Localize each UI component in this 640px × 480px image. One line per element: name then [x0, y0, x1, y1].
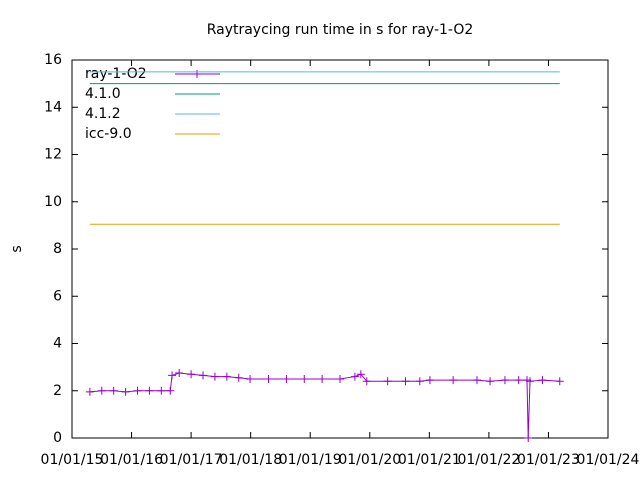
chart-title: Raytraycing run time in s for ray-1-O2: [207, 22, 474, 38]
legend-label: icc-9.0: [85, 126, 132, 142]
point-marker: [145, 386, 154, 395]
y-tick-label: 8: [53, 241, 62, 257]
point-marker: [300, 374, 309, 383]
point-marker: [187, 370, 196, 379]
point-marker: [168, 371, 177, 380]
x-tick-label: 01/01/23: [517, 452, 580, 468]
point-marker: [472, 376, 481, 385]
point-marker: [234, 373, 243, 382]
point-marker: [133, 386, 142, 395]
point-marker: [500, 376, 509, 385]
point-marker: [246, 374, 255, 383]
point-marker: [175, 369, 184, 378]
point-marker: [157, 386, 166, 395]
point-marker: [85, 387, 94, 396]
x-tick-label: 01/01/20: [338, 452, 401, 468]
point-marker: [524, 434, 533, 442]
x-tick-label: 01/01/18: [219, 452, 282, 468]
x-tick-label: 01/01/22: [457, 452, 520, 468]
point-marker: [514, 376, 523, 385]
point-marker: [362, 377, 371, 386]
y-tick-label: 0: [53, 430, 62, 446]
x-tick-label: 01/01/24: [577, 452, 640, 468]
point-marker: [222, 372, 231, 381]
legend-label: 4.1.0: [85, 86, 121, 102]
point-marker: [486, 377, 495, 386]
x-tick-label: 01/01/17: [160, 452, 223, 468]
series-line: [89, 372, 560, 439]
y-tick-label: 4: [53, 336, 62, 352]
point-marker: [109, 386, 118, 395]
legend-marker: [193, 70, 201, 78]
point-marker: [121, 387, 130, 396]
point-marker: [350, 372, 359, 381]
x-tick-label: 01/01/19: [279, 452, 342, 468]
legend-label: 4.1.2: [85, 106, 121, 122]
x-tick-label: 01/01/16: [100, 452, 163, 468]
point-marker: [383, 377, 392, 386]
point-marker: [166, 386, 175, 395]
point-marker: [538, 376, 547, 385]
point-marker: [264, 374, 273, 383]
point-marker: [425, 376, 434, 385]
y-tick-label: 6: [53, 288, 62, 304]
y-tick-label: 16: [44, 52, 62, 68]
y-tick-label: 10: [44, 194, 62, 210]
y-axis-label: s: [9, 245, 25, 252]
y-tick-label: 14: [44, 99, 62, 115]
point-marker: [336, 374, 344, 383]
point-marker: [282, 374, 291, 383]
point-marker: [415, 377, 424, 386]
point-marker: [401, 377, 410, 386]
x-tick-label: 01/01/21: [398, 452, 461, 468]
point-marker: [210, 372, 219, 381]
point-marker: [449, 376, 458, 385]
x-tick-label: 01/01/15: [41, 452, 104, 468]
point-marker: [555, 377, 564, 386]
y-tick-label: 2: [53, 383, 62, 399]
y-tick-label: 12: [44, 147, 62, 163]
point-marker: [318, 374, 327, 383]
point-marker: [356, 370, 365, 379]
point-marker: [97, 386, 106, 395]
legend-label: ray-1-O2: [85, 66, 147, 82]
point-marker: [525, 377, 534, 386]
point-marker: [199, 371, 208, 380]
